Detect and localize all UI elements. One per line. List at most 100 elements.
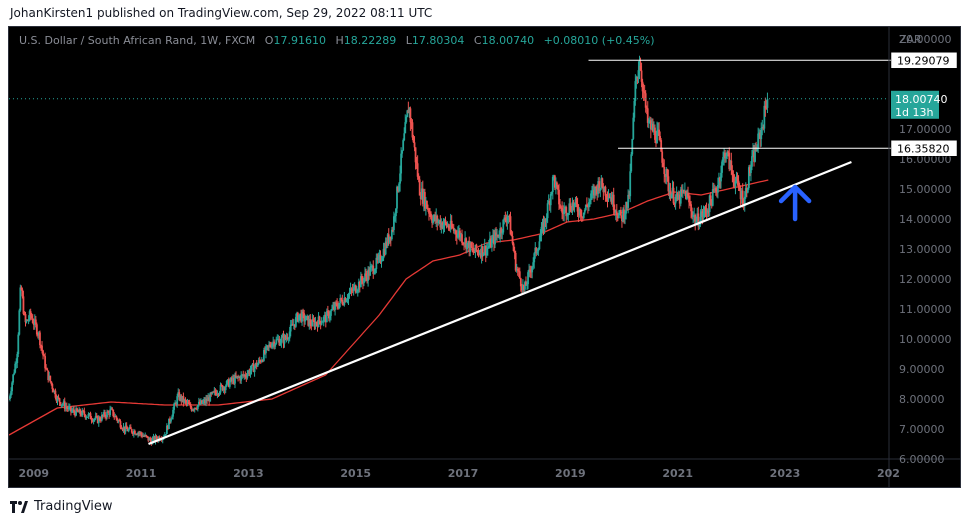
candle-body <box>217 393 220 395</box>
candle-body <box>447 225 450 229</box>
candle-body <box>736 176 739 181</box>
candle-body <box>163 435 166 438</box>
candle-body <box>710 200 713 206</box>
candle-body <box>283 335 286 344</box>
candle-body <box>614 211 617 213</box>
candle-body <box>563 209 566 215</box>
candle-body <box>656 130 658 144</box>
candle-body <box>456 233 459 238</box>
candle-body <box>89 413 92 420</box>
candle-body <box>343 297 346 305</box>
candle-body <box>189 403 192 408</box>
candle-body <box>668 190 671 192</box>
y-tick-label: 8.00000 <box>899 393 945 406</box>
candle-body <box>568 203 571 214</box>
candle-body <box>676 193 679 200</box>
candle-body <box>192 409 195 411</box>
candle-body <box>754 147 756 162</box>
candle-body <box>268 344 270 347</box>
candle-body <box>482 252 485 256</box>
candle-body <box>13 372 16 375</box>
y-tick-label: 7.00000 <box>899 423 945 436</box>
candle-body <box>670 194 673 199</box>
candle-body <box>235 375 237 378</box>
candle-body <box>164 434 167 436</box>
candle-body <box>530 271 533 273</box>
candle-body <box>471 247 474 249</box>
candle-body <box>361 276 363 281</box>
candle-body <box>639 65 642 71</box>
candle-body <box>90 419 93 421</box>
footer-brand-label: TradingView <box>34 499 113 514</box>
candle-body <box>473 252 476 254</box>
candle-body <box>763 105 766 129</box>
candle-body <box>458 230 460 234</box>
candle-body <box>479 253 482 258</box>
candle-body <box>418 179 421 196</box>
chart-canvas[interactable]: ZAR20.0000017.0000016.0000015.0000014.00… <box>9 27 961 488</box>
candle-body <box>584 204 587 210</box>
candle-body <box>470 242 473 248</box>
candle-body <box>431 218 433 223</box>
candle-body <box>391 229 394 231</box>
candle-body <box>395 208 397 217</box>
candle-body <box>160 439 163 441</box>
candle-body <box>607 196 610 200</box>
candle-body <box>23 313 26 315</box>
tradingview-logo-icon[interactable] <box>10 501 28 513</box>
legend-open-label: O <box>264 34 274 47</box>
candle-body <box>370 266 373 268</box>
candle-body <box>698 224 701 227</box>
candle-body <box>729 160 732 170</box>
candle-body <box>422 192 425 204</box>
level-label-text: 16.35820 <box>897 142 950 155</box>
candle-body <box>227 379 230 387</box>
candle-body <box>375 257 378 270</box>
candle-body <box>51 384 54 389</box>
candle-body <box>652 123 654 132</box>
candle-body <box>116 418 119 422</box>
candle-body <box>56 397 59 402</box>
candle-body <box>472 248 475 253</box>
candle-body <box>125 425 128 429</box>
candle-body <box>149 438 152 441</box>
candle-body <box>196 405 199 409</box>
publisher-line: JohanKirsten1 published on TradingView.c… <box>10 6 433 20</box>
candle-body <box>369 267 372 276</box>
candle-body <box>135 434 137 436</box>
candle-body <box>130 429 133 433</box>
candle-body <box>331 308 333 311</box>
candle-body <box>590 193 592 200</box>
y-tick-label: 17.00000 <box>899 123 952 136</box>
candle-body <box>611 194 614 204</box>
candle-body <box>402 140 405 151</box>
candle-body <box>744 188 747 197</box>
candle-body <box>225 380 228 387</box>
candle-body <box>484 245 487 256</box>
candle-body <box>501 232 504 234</box>
candle-body <box>420 188 423 200</box>
candle-body <box>174 403 177 405</box>
candle-body <box>548 200 551 206</box>
candle-body <box>143 435 146 437</box>
candle-body <box>187 402 190 404</box>
chart-panel[interactable]: ZAR 20.00000 17.00000 16.00000 15.00000 14.00… <box>8 26 961 488</box>
candle-body <box>594 186 597 196</box>
candle-body <box>564 207 567 210</box>
candle-body <box>365 273 367 277</box>
candle-body <box>452 227 455 231</box>
candle-body <box>206 398 209 401</box>
candle-body <box>147 436 150 441</box>
candle-body <box>260 360 263 363</box>
candle-body <box>444 220 447 223</box>
candle-body <box>477 251 480 254</box>
candle-body <box>673 203 676 205</box>
candle-body <box>746 187 749 193</box>
candle-body <box>517 270 520 272</box>
candle-body <box>278 339 281 346</box>
candle-body <box>237 376 239 378</box>
candle-body <box>382 248 385 259</box>
candle-body <box>301 311 303 322</box>
candle-body <box>405 116 408 123</box>
candle-body <box>119 421 122 428</box>
